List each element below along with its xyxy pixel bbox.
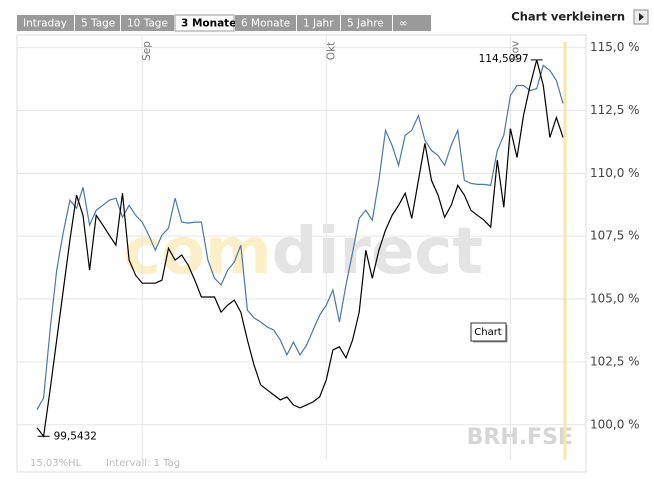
footer-range: 15,03%HL bbox=[30, 458, 82, 469]
symbol-watermark: BRH.FSE bbox=[467, 425, 573, 450]
watermark: comdirect bbox=[123, 215, 483, 289]
x-tick-label: Okt bbox=[325, 42, 337, 60]
y-tick-label: 102,5 % bbox=[590, 354, 640, 368]
footer-interval: Intervall: 1 Tag bbox=[106, 458, 180, 469]
tab-label[interactable]: 10 Tage bbox=[127, 18, 168, 30]
tab[interactable] bbox=[121, 15, 174, 31]
resize-button[interactable] bbox=[633, 9, 649, 25]
y-tick-label: 107,5 % bbox=[590, 229, 640, 243]
y-tick-label: 110,0 % bbox=[590, 166, 640, 180]
tab-label[interactable]: ∞ bbox=[399, 18, 408, 30]
tab[interactable] bbox=[235, 15, 296, 31]
tab-label[interactable]: Intraday bbox=[23, 18, 67, 30]
tab[interactable] bbox=[393, 15, 431, 31]
annotation-label: 114,5097 bbox=[479, 53, 529, 65]
y-tick-label: 105,0 % bbox=[590, 292, 640, 306]
tab-label[interactable]: 5 Tage bbox=[81, 18, 115, 30]
tab[interactable] bbox=[174, 14, 235, 32]
tab[interactable] bbox=[17, 15, 74, 31]
x-tick-label: Nov bbox=[509, 41, 521, 62]
tab-label[interactable]: 3 Monate bbox=[181, 18, 236, 30]
plot-frame bbox=[16, 34, 587, 473]
tab[interactable] bbox=[341, 15, 392, 31]
tab-label[interactable]: 1 Jahr bbox=[303, 18, 334, 30]
watermark-part: com bbox=[123, 215, 272, 289]
y-tick-label: 100,0 % bbox=[590, 417, 640, 431]
tab-label[interactable]: 6 Monate bbox=[241, 18, 290, 30]
resize-link[interactable]: Chart verkleinern bbox=[511, 10, 625, 24]
tooltip-text: Chart bbox=[474, 327, 502, 338]
series-line bbox=[36, 59, 564, 438]
tooltip: Chart bbox=[470, 322, 508, 343]
tab-label[interactable]: 5 Jahre bbox=[347, 18, 384, 30]
watermark-part: direct bbox=[272, 215, 483, 289]
tab-bar: Intraday 5 Tage 10 Tage 3 Monate 6 Monate 1 J… bbox=[17, 14, 431, 32]
tab[interactable] bbox=[75, 15, 120, 31]
y-tick-label: 112,5 % bbox=[590, 103, 640, 117]
annotation-label: 99,5432 bbox=[54, 430, 97, 442]
y-tick-label: 115,0 % bbox=[590, 40, 640, 54]
tab[interactable] bbox=[297, 15, 340, 31]
x-tick-label: Sep bbox=[141, 41, 153, 61]
